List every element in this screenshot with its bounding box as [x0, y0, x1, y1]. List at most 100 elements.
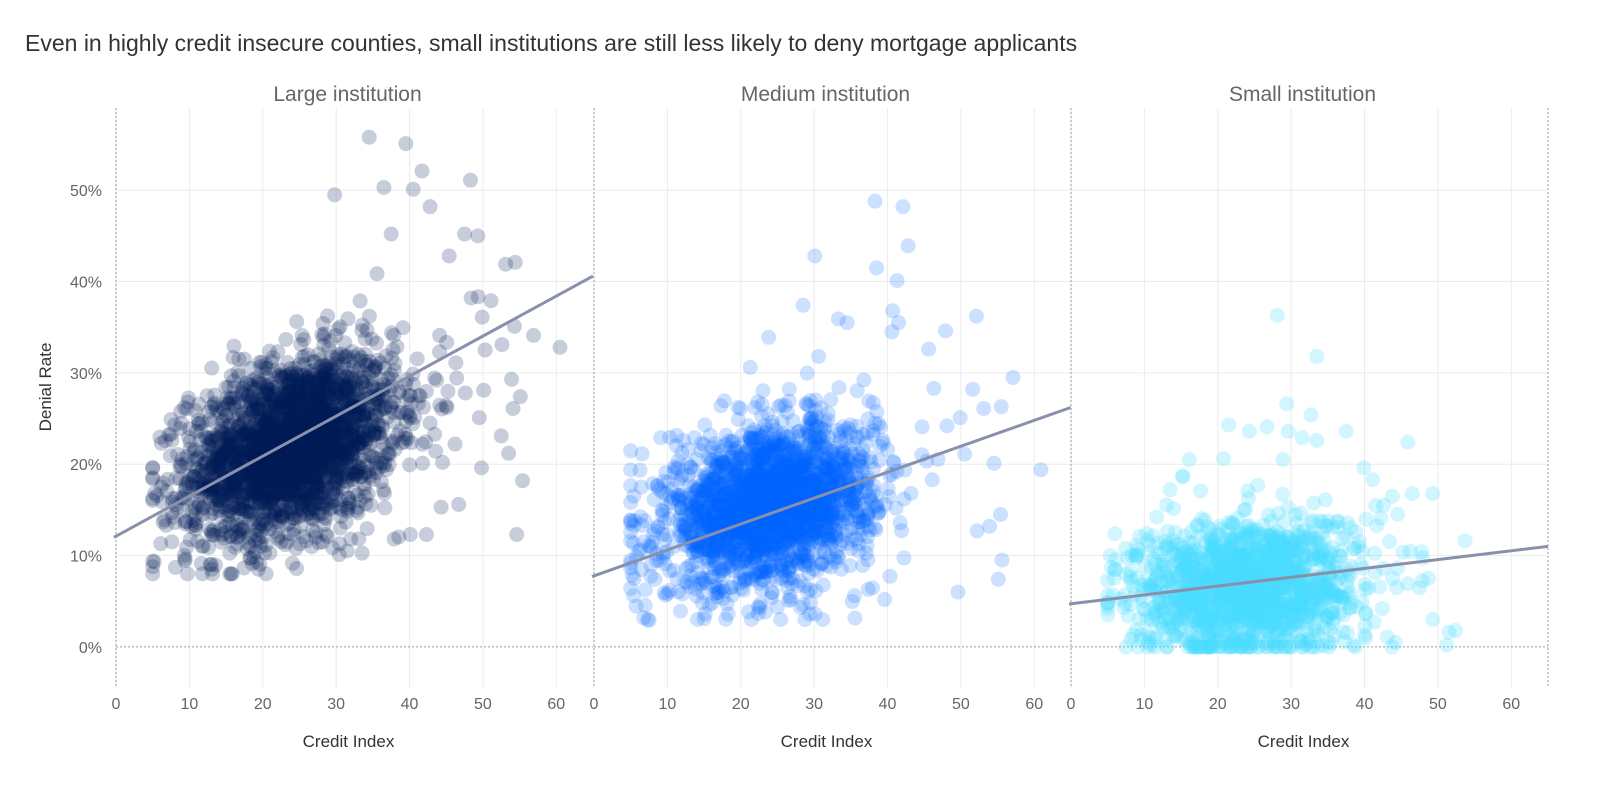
- scatter-point: [781, 381, 797, 397]
- scatter-point: [180, 394, 196, 410]
- scatter-point: [299, 415, 315, 431]
- scatter-point: [349, 487, 365, 503]
- scatter-point: [324, 442, 340, 458]
- scatter-point: [297, 476, 313, 492]
- scatter-point: [361, 365, 377, 381]
- scatter-point: [295, 449, 311, 465]
- scatter-point: [313, 369, 329, 385]
- scatter-point: [338, 382, 354, 398]
- scatter-point: [210, 445, 226, 461]
- scatter-point: [270, 448, 286, 464]
- scatter-point: [258, 482, 274, 498]
- scatter-point: [325, 478, 341, 494]
- scatter-point: [249, 501, 265, 517]
- scatter-point: [350, 505, 366, 521]
- scatter-point: [401, 408, 417, 424]
- scatter-point: [303, 476, 319, 492]
- scatter-point: [269, 404, 285, 420]
- scatter-point: [223, 448, 239, 464]
- scatter-point: [208, 449, 224, 465]
- scatter-point: [356, 423, 372, 439]
- scatter-point: [268, 486, 284, 502]
- scatter-point: [401, 387, 417, 403]
- scatter-point: [162, 448, 178, 464]
- scatter-point: [284, 492, 300, 508]
- scatter-point: [281, 485, 297, 501]
- scatter-point: [358, 496, 374, 512]
- scatter-point: [238, 485, 254, 501]
- scatter-point: [257, 417, 273, 433]
- scatter-point: [291, 462, 307, 478]
- scatter-point: [275, 391, 291, 407]
- scatter-point: [260, 488, 276, 504]
- scatter-point: [362, 353, 378, 369]
- scatter-point: [896, 550, 912, 566]
- scatter-point: [314, 398, 330, 414]
- scatter-point: [327, 492, 343, 508]
- scatter-point: [268, 457, 284, 473]
- scatter-point: [440, 383, 456, 399]
- scatter-point: [326, 448, 342, 464]
- scatter-point: [462, 172, 478, 188]
- scatter-point: [244, 392, 260, 408]
- scatter-point: [280, 439, 296, 455]
- scatter-point: [191, 467, 207, 483]
- scatter-point: [214, 414, 230, 430]
- scatter-point: [258, 472, 274, 488]
- scatter-point: [329, 460, 345, 476]
- scatter-point: [269, 416, 285, 432]
- scatter-point: [167, 417, 183, 433]
- scatter-point: [361, 467, 377, 483]
- scatter-point: [163, 426, 179, 442]
- scatter-point: [293, 437, 309, 453]
- scatter-point: [309, 374, 325, 390]
- scatter-point: [221, 498, 237, 514]
- scatter-point: [192, 432, 208, 448]
- scatter-point: [199, 388, 215, 404]
- scatter-point: [294, 372, 310, 388]
- scatter-point: [216, 446, 232, 462]
- scatter-point: [216, 401, 232, 417]
- scatter-point: [286, 415, 302, 431]
- scatter-point: [369, 408, 385, 424]
- scatter-point: [275, 445, 291, 461]
- scatter-point: [231, 490, 247, 506]
- scatter-point: [335, 417, 351, 433]
- scatter-point: [248, 431, 264, 447]
- scatter-point: [294, 496, 310, 512]
- scatter-point: [301, 363, 317, 379]
- scatter-point: [526, 327, 542, 343]
- scatter-point: [318, 527, 334, 543]
- scatter-point: [206, 491, 222, 507]
- scatter-point: [449, 370, 465, 386]
- scatter-point: [182, 421, 198, 437]
- scatter-point: [507, 254, 523, 270]
- scatter-point: [418, 383, 434, 399]
- scatter-point: [325, 446, 341, 462]
- scatter-point: [262, 409, 278, 425]
- scatter-point: [316, 337, 332, 353]
- scatter-point: [255, 457, 271, 473]
- scatter-point: [167, 559, 183, 575]
- scatter-point: [298, 390, 314, 406]
- scatter-point: [623, 478, 639, 494]
- scatter-point: [782, 589, 798, 605]
- scatter-point: [242, 550, 258, 566]
- scatter-point: [298, 506, 314, 522]
- scatter-point: [249, 485, 265, 501]
- scatter-point: [302, 433, 318, 449]
- scatter-point: [336, 349, 352, 365]
- scatter-point: [301, 413, 317, 429]
- scatter-point: [344, 436, 360, 452]
- scatter-point: [173, 415, 189, 431]
- scatter-point: [287, 447, 303, 463]
- scatter-point: [250, 515, 266, 531]
- scatter-point: [347, 468, 363, 484]
- scatter-point: [457, 226, 473, 242]
- scatter-point: [246, 394, 262, 410]
- scatter-point: [221, 503, 237, 519]
- scatter-point: [317, 425, 333, 441]
- scatter-point: [267, 469, 283, 485]
- scatter-point: [331, 427, 347, 443]
- scatter-point: [367, 423, 383, 439]
